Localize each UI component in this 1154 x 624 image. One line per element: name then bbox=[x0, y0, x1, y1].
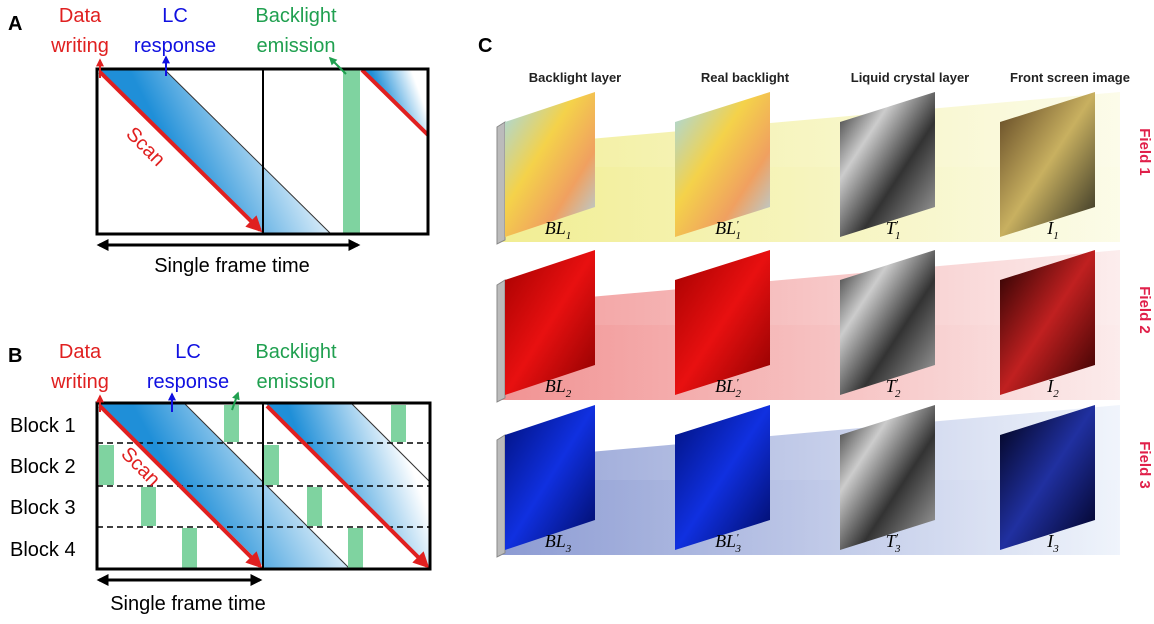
label-sub: 1 bbox=[1053, 230, 1059, 242]
label-sub: 2 bbox=[735, 388, 741, 400]
field-label: Field 1 bbox=[1136, 128, 1153, 176]
label-sub: 1 bbox=[735, 230, 741, 242]
label-sub: 2 bbox=[566, 388, 572, 400]
block-label: Block 4 bbox=[10, 539, 76, 561]
layer-edge bbox=[497, 435, 505, 557]
layer-edge bbox=[497, 122, 505, 244]
layer-edge bbox=[497, 280, 505, 402]
label: writing bbox=[50, 35, 109, 57]
panel-label: C bbox=[478, 35, 492, 57]
field-label: Field 3 bbox=[1136, 441, 1153, 489]
column-header: Backlight layer bbox=[529, 70, 622, 85]
backlight-bar bbox=[343, 70, 360, 233]
label-sub: 2 bbox=[895, 388, 901, 400]
panel-b: B Data writing LC response Backlight emi… bbox=[8, 341, 430, 615]
label-main: BL bbox=[545, 531, 566, 551]
label: Data bbox=[59, 341, 102, 363]
column-header: Front screen image bbox=[1010, 70, 1130, 85]
label: Data bbox=[59, 5, 102, 27]
label: response bbox=[134, 35, 216, 57]
block-label: Block 2 bbox=[10, 456, 76, 478]
label-sub: 1 bbox=[566, 230, 572, 242]
label: writing bbox=[50, 371, 109, 393]
panel-a: A Data writing LC response Backlight emi… bbox=[8, 5, 428, 277]
frame-label: Single frame time bbox=[110, 593, 266, 615]
frame-label: Single frame time bbox=[154, 255, 310, 277]
label-sub: 3 bbox=[734, 543, 741, 555]
column-header: Real backlight bbox=[701, 70, 790, 85]
panel-label: A bbox=[8, 13, 22, 35]
panel-label: B bbox=[8, 345, 22, 367]
block-label: Block 3 bbox=[10, 497, 76, 519]
field-label: Field 2 bbox=[1136, 286, 1153, 334]
label: Backlight bbox=[255, 5, 337, 27]
label-sub: 1 bbox=[895, 230, 901, 242]
pointer bbox=[330, 58, 346, 74]
label-sub: 3 bbox=[565, 543, 572, 555]
label: emission bbox=[257, 35, 336, 57]
label-sub: 3 bbox=[1052, 543, 1059, 555]
label-main: BL bbox=[545, 376, 566, 396]
label: emission bbox=[257, 371, 336, 393]
label: response bbox=[147, 371, 229, 393]
panel-c: C Backlight layer Real backlight Liquid cr… bbox=[478, 35, 1153, 557]
label-main: BL bbox=[715, 376, 736, 396]
label-sub: 2 bbox=[1053, 388, 1059, 400]
label-main: BL bbox=[545, 218, 566, 238]
label: LC bbox=[162, 5, 188, 27]
block-label: Block 1 bbox=[10, 415, 76, 437]
figure: A Data writing LC response Backlight emi… bbox=[0, 0, 1154, 619]
label: Backlight bbox=[255, 341, 337, 363]
label-main: BL bbox=[715, 531, 736, 551]
column-header: Liquid crystal layer bbox=[851, 70, 970, 85]
label: LC bbox=[175, 341, 201, 363]
label-sub: 3 bbox=[894, 543, 901, 555]
label-main: BL bbox=[715, 218, 736, 238]
